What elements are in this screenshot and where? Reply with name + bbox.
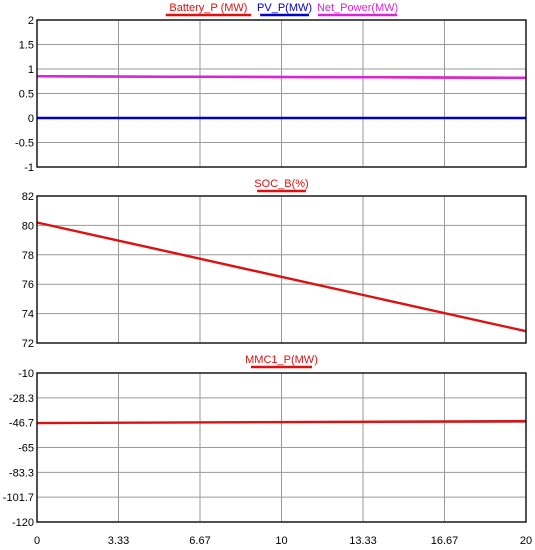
x-tick-label: 20 [520, 535, 532, 547]
series-line [36, 75, 527, 79]
y-tick-label: -65 [18, 443, 34, 455]
y-tick-label: 78 [22, 250, 34, 262]
plot-border [36, 372, 527, 523]
y-tick-label: 1 [28, 64, 34, 76]
y-tick-label: 72 [22, 338, 34, 350]
legend-entry: Net_Power(MW) [317, 2, 398, 14]
y-tick-label: -0.5 [15, 138, 34, 150]
y-tick-label: -28.3 [9, 393, 34, 405]
y-tick-label: 82 [22, 191, 34, 203]
y-tick-label: -10 [18, 368, 34, 380]
series-line [36, 221, 527, 333]
legend-entry: MMC1_P(MW) [245, 354, 318, 366]
legend-entry: SOC_B(%) [254, 178, 308, 190]
x-tick-label: 10 [275, 535, 287, 547]
y-tick-label: -120 [12, 517, 34, 529]
y-tick-label: -1 [24, 162, 34, 174]
x-tick-label: 6.67 [189, 535, 210, 547]
y-tick-label: 1.5 [19, 40, 34, 52]
y-tick-label: 74 [22, 309, 34, 321]
y-tick-label: 2 [28, 15, 34, 27]
legend-entry: Battery_P (MW) [169, 2, 247, 14]
y-tick-label: -46.7 [9, 418, 34, 430]
y-tick-label: -101.7 [3, 492, 34, 504]
x-tick-label: 16.67 [431, 535, 459, 547]
x-tick-label: 0 [34, 535, 40, 547]
y-tick-label: 76 [22, 279, 34, 291]
x-tick-label: 3.33 [108, 535, 129, 547]
legend-entry: PV_P(MW) [257, 2, 312, 14]
y-tick-label: 80 [22, 220, 34, 232]
y-tick-label: 0.5 [19, 89, 34, 101]
plot-border [36, 19, 527, 168]
y-tick-label: 0 [28, 113, 34, 125]
x-tick-label: 13.33 [349, 535, 377, 547]
y-tick-label: -83.3 [9, 467, 34, 479]
series-line [36, 419, 527, 425]
plot-border [36, 195, 527, 344]
